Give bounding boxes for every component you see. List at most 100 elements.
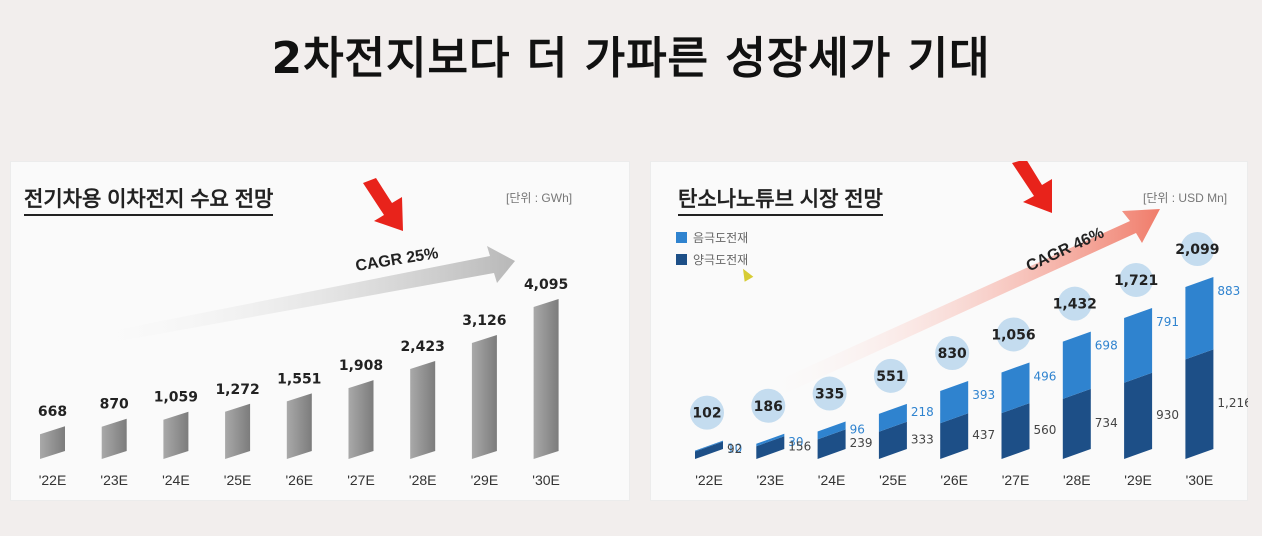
bar-segment-cathode [695,441,723,459]
x-tick-label: '28E [409,472,437,488]
bar-segment-cathode [878,421,907,459]
cathode-value-label: 560 [1034,423,1057,437]
slide-title: 2차전지보다 더 가파른 성장세가 기대 [271,33,991,84]
legend-item-cathode: 양극도전재 [676,248,748,270]
x-tick-label: '30E [532,472,560,488]
bar [286,393,312,459]
total-circle [751,388,786,423]
total-value-label: 551 [876,369,905,385]
battery-demand-chart: CAGR 25%668'22E870'23E1,059'24E1,272'25E… [38,178,568,488]
anode-value-label: 698 [1095,339,1118,353]
x-tick-label: '30E [1186,472,1214,488]
x-tick-label: '29E [471,472,499,488]
cathode-value-label: 239 [850,436,873,450]
cnt-legend: 음극도전재 양극도전재 [676,226,748,270]
bar [163,411,189,459]
anode-value-label: 496 [1034,369,1057,383]
x-tick-label: '22E [695,472,723,488]
bar-segment-anode [878,403,907,432]
bar-value-label: 1,551 [277,371,321,387]
x-tick-label: '28E [1063,472,1091,488]
anode-value-label: 883 [1217,284,1240,298]
cathode-value-label: 333 [911,432,934,446]
red-marker-arrow [1012,161,1052,213]
bar-segment-anode [1001,362,1030,414]
x-tick-label: '27E [1002,472,1030,488]
total-circle [1057,286,1092,321]
legend-swatch-anode [676,231,687,243]
bar [410,361,436,459]
total-value-label: 102 [692,406,721,422]
bar-value-label: 2,423 [401,339,445,355]
battery-demand-panel: 전기차용 이차전지 수요 전망 [단위 : GWh] CAGR 25% 668'2… [10,161,630,501]
legend-item-anode: 음극도전재 [676,226,748,248]
cnt-market-panel: 탄소나노튜브 시장 전망 [단위 : USD Mn] 음극도전재 양극도전재 C… [650,161,1248,501]
cathode-value-label: 156 [788,440,811,454]
total-circle [873,358,908,393]
red-marker-arrow [363,178,403,231]
anode-value-label: 30 [788,435,803,449]
cnt-market-chart: CAGR 46%1092102'22E30156186'23E96239335'… [690,161,1248,488]
bar-value-label: 4,095 [524,277,568,293]
cathode-value-label: 1,216 [1217,396,1248,410]
bar-segment-cathode [1185,349,1214,459]
bar-segment-anode [756,433,785,447]
x-tick-label: '22E [39,472,67,488]
total-circle [996,317,1031,352]
bar [471,334,497,459]
anode-value-label: 218 [911,405,934,419]
cnt-chart-title: 탄소나노튜브 시장 전망 [678,183,883,216]
cagr-trend-arrow [60,246,515,351]
legend-swatch-cathode [676,253,687,265]
x-tick-label: '24E [162,472,190,488]
bar-segment-cathode [1124,372,1153,459]
x-tick-label: '25E [879,472,907,488]
x-tick-label: '25E [224,472,252,488]
anode-value-label: 393 [972,388,995,402]
bar-segment-cathode [1001,403,1030,459]
bar [40,426,65,459]
bar-value-label: 1,908 [339,358,383,374]
anode-value-label: 791 [1156,315,1179,329]
legend-label-anode: 음극도전재 [693,230,749,245]
total-value-label: 1,721 [1114,273,1158,289]
total-value-label: 830 [938,346,967,362]
total-value-label: 335 [815,387,844,403]
total-circle [1119,262,1154,297]
total-circle [812,376,847,411]
bar-value-label: 668 [38,404,67,420]
x-tick-label: '26E [940,472,968,488]
cathode-value-label: 930 [1156,408,1179,422]
anode-value-label: 10 [727,442,742,456]
x-tick-label: '24E [818,472,846,488]
total-circle [935,335,970,370]
bar-segment-anode [695,440,723,452]
bar [225,403,251,459]
cagr-trend-arrow [750,209,1160,405]
anode-value-label: 96 [850,423,865,437]
bar [101,418,127,459]
bar-segment-anode [817,421,846,440]
cathode-value-label: 734 [1095,416,1118,430]
bar-value-label: 1,272 [215,382,259,398]
x-tick-label: '27E [347,472,375,488]
x-tick-label: '23E [100,472,128,488]
legend-label-cathode: 양극도전재 [693,252,749,267]
battery-chart-title: 전기차용 이차전지 수요 전망 [24,183,274,216]
bar-segment-anode [1124,307,1153,383]
bar [533,299,559,459]
bar-value-label: 870 [100,397,129,413]
cathode-value-label: 92 [727,442,742,456]
battery-unit-label: [단위 : GWh] [506,191,573,205]
bar-segment-cathode [817,429,846,459]
bar-value-label: 3,126 [462,313,506,329]
bar-value-label: 1,059 [154,390,198,406]
total-circle [1180,232,1215,266]
total-value-label: 2,099 [1175,242,1219,258]
cathode-value-label: 437 [972,428,995,442]
total-value-label: 1,056 [991,327,1035,343]
total-circle [690,395,724,430]
bar-segment-anode [1062,331,1091,399]
bar-segment-cathode [940,413,969,459]
bar-segment-cathode [1062,388,1091,459]
